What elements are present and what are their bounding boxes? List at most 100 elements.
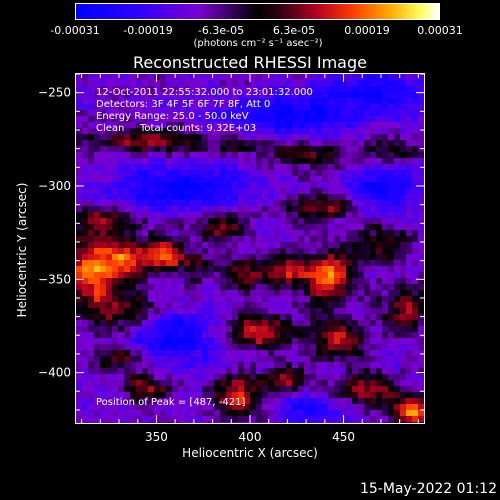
- heatmap-cell: [358, 92, 365, 99]
- heatmap-cell: [208, 350, 215, 357]
- heatmap-cell: [154, 146, 161, 153]
- y-axis-label: Heliocentric Y (arcsec): [15, 182, 29, 318]
- heatmap-cell: [262, 170, 269, 177]
- heatmap-cell: [130, 74, 137, 81]
- heatmap-cell: [406, 158, 413, 165]
- heatmap-cell: [292, 74, 299, 81]
- heatmap-cell: [202, 248, 209, 255]
- heatmap-cell: [190, 128, 197, 135]
- heatmap-cell: [400, 110, 407, 117]
- heatmap-cell: [418, 146, 424, 153]
- heatmap-cell: [352, 332, 359, 339]
- heatmap-cell: [364, 116, 371, 123]
- heatmap-cell: [358, 278, 365, 285]
- heatmap-cell: [412, 386, 419, 393]
- heatmap-cell: [376, 134, 383, 141]
- heatmap-cell: [88, 92, 95, 99]
- heatmap-cell: [388, 212, 395, 219]
- heatmap-cell: [112, 254, 119, 261]
- heatmap-cell: [400, 314, 407, 321]
- heatmap-cell: [268, 344, 275, 351]
- heatmap-cell: [130, 332, 137, 339]
- heatmap-cell: [358, 254, 365, 261]
- heatmap-cell: [142, 86, 149, 93]
- heatmap-cell: [328, 122, 335, 129]
- heatmap-cell: [268, 254, 275, 261]
- heatmap-cell: [184, 368, 191, 375]
- heatmap-cell: [352, 326, 359, 333]
- heatmap-cell: [376, 290, 383, 297]
- heatmap-cell: [400, 218, 407, 225]
- heatmap-cell: [250, 230, 257, 237]
- heatmap-cell: [226, 290, 233, 297]
- heatmap-cell: [406, 212, 413, 219]
- heatmap-cell: [286, 110, 293, 117]
- heatmap-cell: [250, 362, 257, 369]
- heatmap-cell: [208, 356, 215, 363]
- heatmap-cell: [142, 182, 149, 189]
- heatmap-cell: [130, 92, 137, 99]
- heatmap-cell: [202, 98, 209, 105]
- heatmap-cell: [286, 128, 293, 135]
- heatmap-cell: [370, 212, 377, 219]
- heatmap-cell: [202, 164, 209, 171]
- heatmap-cell: [400, 374, 407, 381]
- heatmap-cell: [268, 404, 275, 411]
- heatmap-cell: [346, 182, 353, 189]
- heatmap-cell: [148, 164, 155, 171]
- heatmap-cell: [370, 410, 377, 417]
- heatmap-cell: [82, 416, 89, 423]
- heatmap-cell: [268, 152, 275, 159]
- heatmap-cell: [184, 296, 191, 303]
- heatmap-cell: [328, 386, 335, 393]
- heatmap-cell: [142, 386, 149, 393]
- heatmap-cell: [190, 308, 197, 315]
- heatmap-cell: [154, 296, 161, 303]
- heatmap-cell: [256, 242, 263, 249]
- heatmap-cell: [184, 350, 191, 357]
- heatmap-cell: [418, 302, 424, 309]
- heatmap-cell: [346, 164, 353, 171]
- heatmap-cell: [124, 188, 131, 195]
- heatmap-cell: [100, 188, 107, 195]
- heatmap-cell: [202, 224, 209, 231]
- heatmap-cell: [292, 362, 299, 369]
- heatmap-cell: [358, 356, 365, 363]
- heatmap-cell: [394, 128, 401, 135]
- heatmap-cell: [328, 320, 335, 327]
- heatmap-cell: [376, 254, 383, 261]
- heatmap-cell: [364, 356, 371, 363]
- heatmap-cell: [202, 254, 209, 261]
- heatmap-cell: [382, 386, 389, 393]
- heatmap-cell: [118, 116, 125, 123]
- heatmap-cell: [274, 242, 281, 249]
- heatmap-cell: [112, 194, 119, 201]
- heatmap-cell: [298, 98, 305, 105]
- heatmap-cell: [418, 404, 424, 411]
- heatmap-cell: [220, 176, 227, 183]
- heatmap-cell: [100, 332, 107, 339]
- heatmap-cell: [142, 374, 149, 381]
- heatmap-cell: [82, 230, 89, 237]
- heatmap-cell: [94, 416, 101, 423]
- heatmap-cell: [358, 296, 365, 303]
- heatmap-cell: [286, 212, 293, 219]
- heatmap-cell: [118, 302, 125, 309]
- heatmap-cell: [256, 230, 263, 237]
- heatmap-cell: [88, 194, 95, 201]
- heatmap-cell: [130, 296, 137, 303]
- heatmap-cell: [328, 248, 335, 255]
- heatmap-cell: [250, 218, 257, 225]
- heatmap-cell: [226, 212, 233, 219]
- heatmap-cell: [118, 296, 125, 303]
- heatmap-cell: [406, 236, 413, 243]
- heatmap-cell: [136, 386, 143, 393]
- heatmap-cell: [100, 248, 107, 255]
- heatmap-cell: [112, 230, 119, 237]
- heatmap-cell: [112, 368, 119, 375]
- heatmap-cell: [310, 260, 317, 267]
- heatmap-cell: [406, 248, 413, 255]
- heatmap-cell: [148, 374, 155, 381]
- heatmap-cell: [142, 170, 149, 177]
- heatmap-cell: [256, 146, 263, 153]
